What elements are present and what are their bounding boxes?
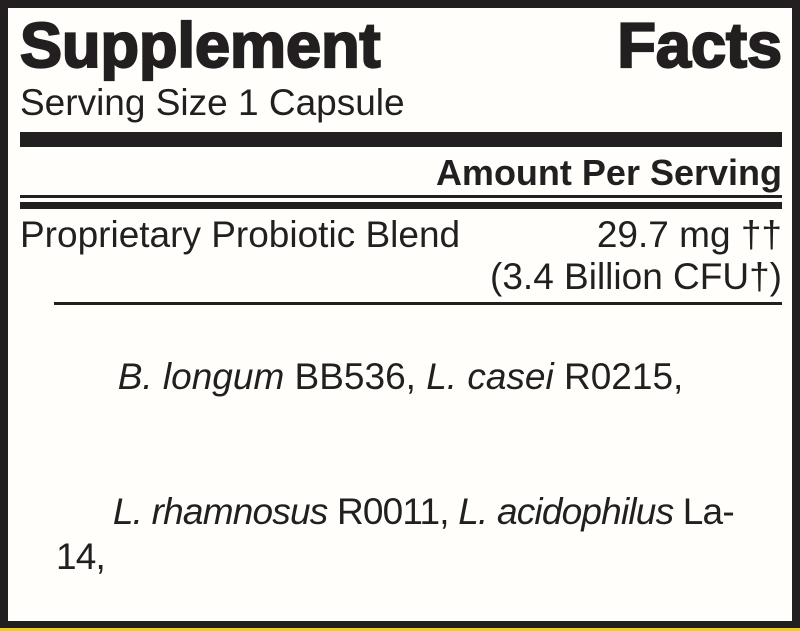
divider-rule-indented	[54, 302, 782, 305]
label-title: Supplement Facts	[19, 11, 783, 81]
strain-code: R0215,	[553, 356, 684, 397]
serving-size-text: Serving Size 1 Capsule	[20, 82, 405, 123]
divider-rule-thin	[20, 195, 782, 198]
blend-name: Proprietary Probiotic Blend	[20, 214, 461, 255]
strain-species: L. rhamnosus	[112, 491, 328, 532]
divider-rule-medium	[20, 202, 782, 209]
amount-per-serving-header: Amount Per Serving	[435, 152, 782, 193]
divider-bar-top	[20, 132, 782, 147]
strain-code: BB536,	[284, 356, 427, 397]
strain-code: La-14,	[56, 491, 735, 577]
strain-list: B. longum BB536, L. casei R0215, L. rham…	[56, 309, 782, 628]
strain-line-2: L. rhamnosus R0011, L. acidophilus La-14…	[56, 444, 782, 621]
title-word-supplement: Supplement	[19, 11, 382, 81]
blend-amount: 29.7 mg ††	[596, 214, 782, 255]
strain-species: L. acidophilus	[458, 491, 674, 532]
blend-row: Proprietary Probiotic Blend 29.7 mg ††	[20, 214, 782, 256]
strain-line-1: B. longum BB536, L. casei R0215,	[56, 309, 782, 444]
strain-species: B. longum	[117, 356, 285, 397]
blend-cfu-text: (3.4 Billion CFU†)	[490, 256, 782, 297]
strain-species: L. casei	[426, 356, 554, 397]
title-word-facts: Facts	[616, 11, 783, 81]
strain-code: R0011,	[327, 491, 459, 532]
strain-line-3: L. plantarum R1012, B. lactis BI-04 ††	[56, 624, 782, 628]
